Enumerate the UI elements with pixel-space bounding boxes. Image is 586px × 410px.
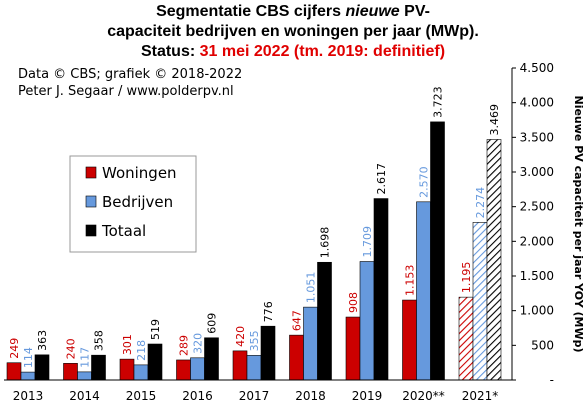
x-tick-label: 2018 bbox=[295, 389, 326, 403]
bar-bedrijven-2020 bbox=[416, 201, 431, 381]
value-label-totaal-2018: 1.698 bbox=[319, 227, 332, 259]
value-label-woningen-2018: 647 bbox=[291, 310, 304, 331]
x-ticks-layer: 2013 2014 2015 2016 2017 2018 2019 2020** 2021* bbox=[13, 389, 499, 403]
value-label-totaal-2017: 776 bbox=[262, 301, 275, 322]
credits-line-1: Data © CBS; grafiek © 2018-2022 bbox=[18, 67, 243, 82]
bar-totaal-2015 bbox=[147, 343, 163, 381]
bar-totaal-2017 bbox=[260, 325, 276, 381]
x-tick-label: 2020** bbox=[402, 389, 445, 403]
bar-totaal-2019 bbox=[373, 198, 389, 381]
bar-totaal-2016 bbox=[204, 337, 219, 381]
y-tick-label: 2.500 bbox=[520, 200, 554, 214]
value-label-totaal-2019: 2.617 bbox=[375, 163, 388, 195]
bar-woningen-2019 bbox=[345, 316, 361, 381]
bar-woningen-2015 bbox=[119, 358, 135, 381]
value-label-bedrijven-2020: 2.570 bbox=[418, 166, 431, 198]
axes-layer bbox=[4, 68, 513, 381]
value-label-totaal-2015: 519 bbox=[149, 319, 162, 340]
value-label-totaal-2020: 3.723 bbox=[432, 86, 445, 118]
legend-label-woningen: Woningen bbox=[102, 164, 177, 182]
legend-label-totaal: Totaal bbox=[101, 222, 146, 240]
bar-bedrijven-2017 bbox=[246, 355, 262, 381]
value-label-totaal-2014: 358 bbox=[93, 330, 106, 351]
y-tick-label: 4.500 bbox=[520, 61, 554, 75]
y-ticks-layer: - 500 1.000 1.500 2.000 2.500 3.000 3.500 4.000 4… bbox=[512, 61, 554, 387]
value-label-woningen-2014: 240 bbox=[65, 338, 78, 359]
legend-swatch-totaal bbox=[85, 224, 97, 237]
bar-woningen-2014 bbox=[63, 363, 78, 381]
title-part: Segmentatie CBS cijfers bbox=[156, 3, 346, 20]
bar-woningen-2016 bbox=[176, 359, 191, 381]
x-tick-label: 2016 bbox=[182, 389, 213, 403]
y-tick-label: 500 bbox=[531, 338, 554, 352]
title-part: PV- bbox=[399, 3, 430, 20]
status-date: 31 mei 2022 (tm. 2019: definitief) bbox=[199, 43, 446, 60]
value-label-bedrijven-2016: 320 bbox=[192, 333, 205, 354]
chart-title-line-1: Segmentatie CBS cijfers nieuwe PV- bbox=[0, 2, 586, 22]
value-label-bedrijven-2019: 1.709 bbox=[361, 226, 374, 258]
x-tick-label: 2015 bbox=[126, 389, 157, 403]
x-tick-label: 2021* bbox=[462, 389, 499, 403]
value-label-woningen-2013: 249 bbox=[8, 338, 21, 359]
value-label-woningen-2019: 908 bbox=[347, 292, 360, 313]
bar-totaal-2013 bbox=[34, 354, 50, 381]
value-label-woningen-2017: 420 bbox=[234, 326, 247, 347]
bar-totaal-2020 bbox=[430, 121, 445, 381]
value-label-bedrijven-2014: 117 bbox=[79, 347, 92, 368]
bar-totaal-2018 bbox=[317, 261, 332, 381]
bar-bedrijven-2019 bbox=[359, 261, 375, 381]
value-label-totaal-2016: 609 bbox=[206, 313, 219, 334]
y-tick-label: - bbox=[550, 373, 554, 387]
legend: Woningen Bedrijven Totaal bbox=[69, 155, 197, 253]
legend-label-bedrijven: Bedrijven bbox=[102, 193, 173, 211]
value-label-bedrijven-2015: 218 bbox=[135, 340, 148, 361]
bar-totaal-2021 bbox=[486, 139, 502, 381]
y-tick-label: 2.000 bbox=[520, 234, 554, 248]
x-tick-label: 2013 bbox=[13, 389, 44, 403]
value-label-woningen-2020: 1.153 bbox=[404, 265, 417, 297]
value-label-woningen-2015: 301 bbox=[121, 334, 134, 355]
value-label-woningen-2021: 1.195 bbox=[460, 262, 473, 294]
bar-bedrijven-2015 bbox=[133, 364, 149, 381]
bar-bedrijven-2014 bbox=[77, 371, 92, 381]
status-label: Status: bbox=[140, 43, 200, 60]
value-label-bedrijven-2021: 2.274 bbox=[474, 187, 487, 219]
bar-woningen-2021 bbox=[458, 296, 474, 381]
y-tick-label: 1.500 bbox=[520, 269, 554, 283]
credits-line-2: Peter J. Segaar / www.polderpv.nl bbox=[18, 84, 234, 99]
value-label-bedrijven-2018: 1.051 bbox=[305, 272, 318, 304]
value-label-woningen-2016: 289 bbox=[178, 335, 191, 356]
x-tick-label: 2017 bbox=[239, 389, 270, 403]
title-italic-part: nieuwe bbox=[345, 3, 400, 20]
value-label-bedrijven-2017: 355 bbox=[248, 330, 261, 351]
value-label-totaal-2021: 3.469 bbox=[488, 104, 501, 136]
bars-layer bbox=[6, 121, 502, 381]
bar-bedrijven-2013 bbox=[20, 371, 36, 381]
x-tick-label: 2019 bbox=[352, 389, 383, 403]
legend-swatch-bedrijven bbox=[85, 195, 97, 208]
bar-totaal-2014 bbox=[91, 354, 106, 381]
bar-bedrijven-2021 bbox=[472, 222, 488, 381]
y-tick-label: 4.000 bbox=[520, 96, 554, 110]
y-axis-label: Nieuwe PV capaciteit per jaar YOY (MWp) bbox=[572, 95, 585, 352]
bar-woningen-2017 bbox=[232, 350, 248, 381]
bar-woningen-2018 bbox=[289, 334, 304, 381]
credits: Data © CBS; grafiek © 2018-2022 Peter J.… bbox=[18, 66, 242, 100]
bar-bedrijven-2018 bbox=[303, 306, 318, 381]
value-label-bedrijven-2013: 114 bbox=[22, 347, 35, 368]
bar-bedrijven-2016 bbox=[190, 357, 205, 381]
x-tick-label: 2014 bbox=[69, 389, 100, 403]
chart-title-line-2: capaciteit bedrijven en woningen per jaa… bbox=[107, 23, 479, 40]
y-tick-label: 3.500 bbox=[520, 130, 554, 144]
legend-swatch-woningen bbox=[85, 166, 97, 179]
bar-woningen-2020 bbox=[402, 299, 417, 381]
value-label-totaal-2013: 363 bbox=[36, 330, 49, 351]
y-tick-label: 1.000 bbox=[520, 304, 554, 318]
chart-title-line-3: Status: 31 mei 2022 (tm. 2019: definitie… bbox=[0, 42, 586, 62]
bar-woningen-2013 bbox=[6, 362, 22, 381]
y-tick-label: 3.000 bbox=[520, 165, 554, 179]
